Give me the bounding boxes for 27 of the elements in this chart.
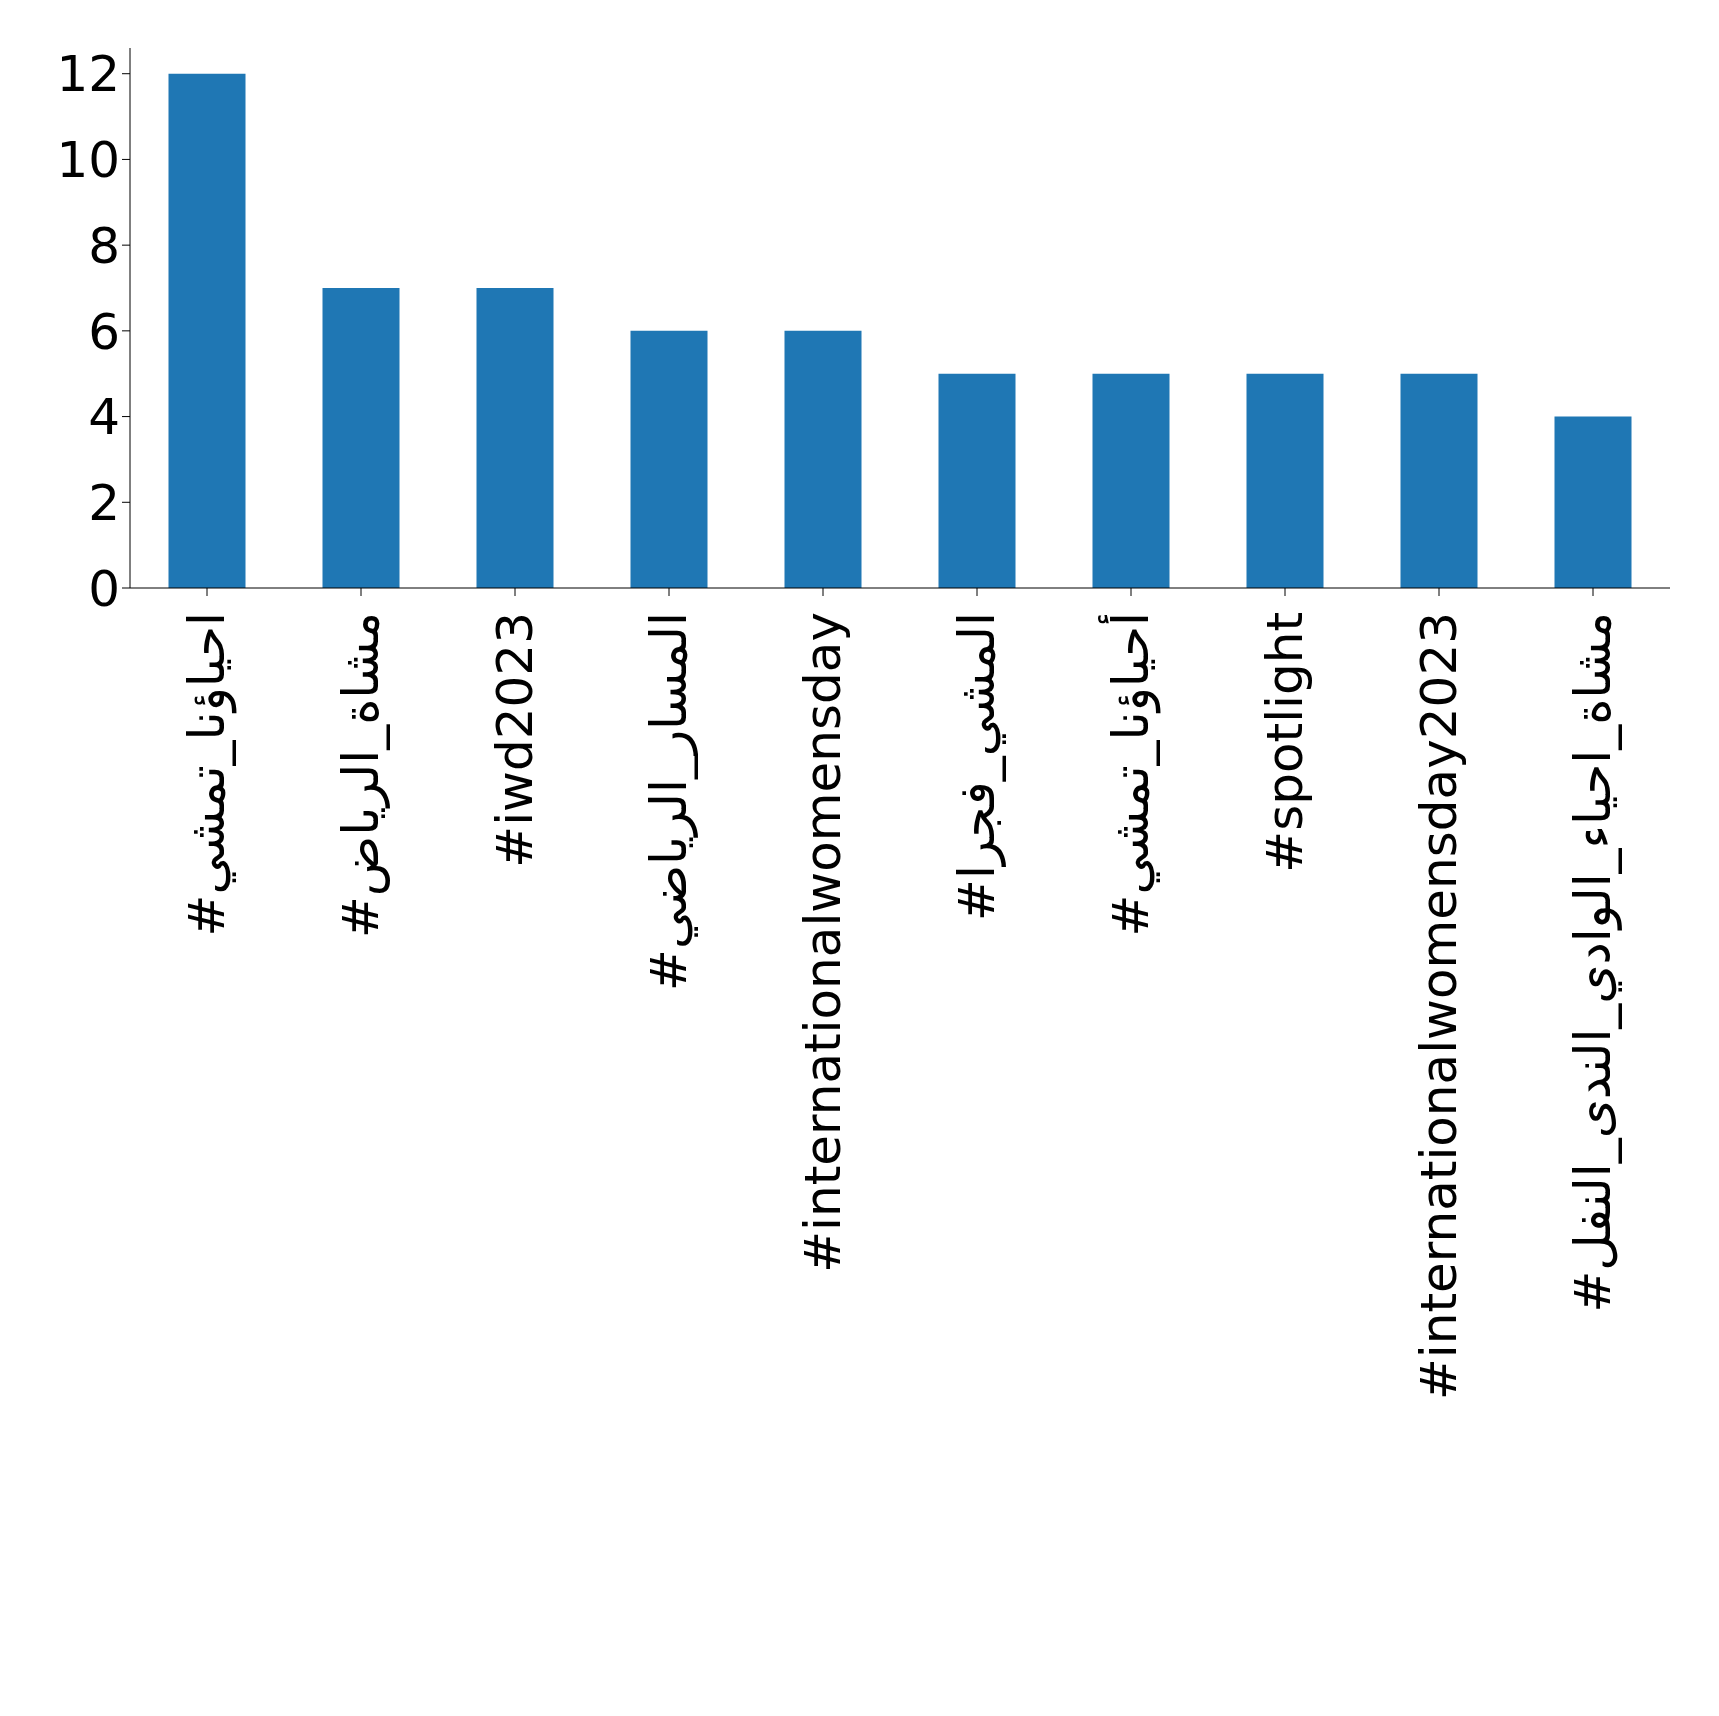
x-tick-label: #مشاة_احياء_الوادي_الندى_النفل xyxy=(1564,612,1622,1313)
x-tick-label: #المشي_فجرا xyxy=(948,612,1006,921)
y-tick-label: 4 xyxy=(88,388,120,447)
x-tick-label: #spotlight xyxy=(1256,612,1314,873)
bar xyxy=(938,373,1016,588)
x-tick-label: #أحياؤنا_تمشي xyxy=(1098,612,1161,937)
bar xyxy=(784,330,862,588)
bar xyxy=(1092,373,1170,588)
bar xyxy=(476,288,554,588)
bar xyxy=(630,330,708,588)
x-tick-label: #المسار_الرياضي xyxy=(640,612,698,991)
bar xyxy=(168,73,246,588)
bar xyxy=(1400,373,1478,588)
x-tick-label: #internationalwomensday xyxy=(794,612,852,1273)
y-tick-label: 10 xyxy=(56,131,120,190)
bar xyxy=(1246,373,1324,588)
bar xyxy=(1554,416,1632,588)
x-tick-label: #احياؤنا_تمشي xyxy=(178,612,237,937)
y-tick-label: 8 xyxy=(88,216,120,275)
y-tick-label: 2 xyxy=(88,474,120,533)
y-tick-label: 12 xyxy=(56,45,120,104)
y-tick-label: 6 xyxy=(88,302,120,361)
x-tick-label: #iwd2023 xyxy=(486,612,544,868)
bar xyxy=(322,288,400,588)
x-tick-label: #مشاة_الرياض xyxy=(332,612,390,939)
y-tick-label: 0 xyxy=(88,559,120,618)
x-tick-label: #internationalwomensday2023 xyxy=(1410,612,1468,1401)
